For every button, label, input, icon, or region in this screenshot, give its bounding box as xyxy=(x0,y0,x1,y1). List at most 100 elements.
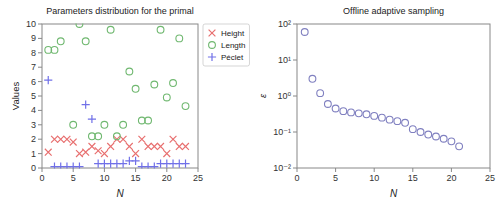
y-tick xyxy=(38,24,42,25)
figure: 0510152025012345678910Parameters distrib… xyxy=(0,0,500,206)
point xyxy=(170,80,177,87)
y-tick xyxy=(38,38,42,39)
y-tick-label: 4 xyxy=(31,105,36,115)
point xyxy=(317,90,324,97)
point xyxy=(386,116,393,123)
point xyxy=(76,24,83,28)
point xyxy=(132,150,139,157)
series xyxy=(45,136,189,157)
x-tick xyxy=(166,168,167,172)
x-tick xyxy=(490,168,491,172)
point xyxy=(181,160,189,168)
point xyxy=(57,38,64,45)
y-tick xyxy=(38,67,42,68)
x-axis-label: N xyxy=(390,188,398,199)
point xyxy=(163,150,170,157)
y-tick xyxy=(38,96,42,97)
point xyxy=(324,101,331,108)
y-tick xyxy=(293,168,297,169)
x-axis-label: N xyxy=(116,188,124,199)
x-tick-label: 0 xyxy=(294,173,299,183)
point xyxy=(138,136,145,143)
point xyxy=(45,149,52,156)
point xyxy=(151,143,158,150)
x-tick-label: 25 xyxy=(485,173,495,183)
point xyxy=(371,113,378,120)
point xyxy=(309,75,316,82)
point xyxy=(409,126,416,133)
x-tick xyxy=(198,168,199,172)
x-tick-label: 10 xyxy=(369,173,379,183)
point xyxy=(176,35,183,42)
point xyxy=(51,47,58,54)
chart-title: Offline adaptive sampling xyxy=(343,6,444,16)
legend-swatch xyxy=(208,53,216,61)
y-tick xyxy=(38,124,42,125)
point xyxy=(132,85,139,92)
y-tick-label: 9 xyxy=(31,33,36,43)
point xyxy=(151,81,158,88)
point xyxy=(95,133,102,140)
y-tick-label: 3 xyxy=(31,120,36,130)
point xyxy=(70,121,77,128)
x-tick xyxy=(412,168,413,172)
y-tick-label: 10¹ xyxy=(278,55,291,65)
point xyxy=(113,133,120,140)
point xyxy=(101,121,108,128)
point xyxy=(76,150,83,157)
series xyxy=(44,76,189,168)
point xyxy=(120,121,127,128)
y-tick xyxy=(38,168,42,169)
x-tick xyxy=(335,168,336,172)
legend-frame xyxy=(203,24,249,66)
y-tick-label: 8 xyxy=(31,48,36,58)
point xyxy=(170,136,177,143)
y-tick xyxy=(38,153,42,154)
point xyxy=(301,29,308,36)
x-tick-label: 20 xyxy=(162,173,172,183)
y-tick-label: 10⁻¹ xyxy=(273,127,291,137)
y-tick-label: 10⁰ xyxy=(277,91,291,101)
point xyxy=(340,108,347,115)
y-tick-label: 1 xyxy=(31,149,36,159)
point xyxy=(417,129,424,136)
point xyxy=(425,131,432,138)
point xyxy=(355,110,362,117)
point xyxy=(82,101,90,109)
point xyxy=(63,162,71,168)
point xyxy=(157,143,164,150)
point xyxy=(69,162,77,168)
y-tick-label: 6 xyxy=(31,77,36,87)
point xyxy=(132,157,140,165)
marks xyxy=(301,29,462,150)
point xyxy=(176,143,183,150)
point xyxy=(363,111,370,118)
point xyxy=(57,136,64,143)
point xyxy=(51,136,58,143)
y-axis-label: Values xyxy=(10,82,21,111)
point xyxy=(107,26,114,33)
point xyxy=(402,119,409,126)
y-tick-label: 10² xyxy=(278,19,291,29)
series xyxy=(301,29,462,150)
x-tick xyxy=(374,168,375,172)
y-tick xyxy=(38,52,42,53)
x-tick xyxy=(135,168,136,172)
y-tick-label: 10 xyxy=(26,19,36,29)
point xyxy=(75,162,83,168)
point xyxy=(433,133,440,140)
x-tick-label: 20 xyxy=(446,173,456,183)
point xyxy=(64,136,71,143)
x-tick xyxy=(42,168,43,172)
series xyxy=(45,24,189,140)
y-tick xyxy=(293,96,297,97)
point xyxy=(448,138,455,145)
x-tick-label: 10 xyxy=(99,173,109,183)
x-tick-label: 5 xyxy=(333,173,338,183)
x-tick-label: 15 xyxy=(131,173,141,183)
legend-label: Height xyxy=(221,29,245,38)
legend-label: Péclet xyxy=(221,53,244,62)
point xyxy=(44,76,52,84)
plot-frame xyxy=(42,24,198,168)
chart-title: Parameters distribution for the primal xyxy=(46,6,194,16)
